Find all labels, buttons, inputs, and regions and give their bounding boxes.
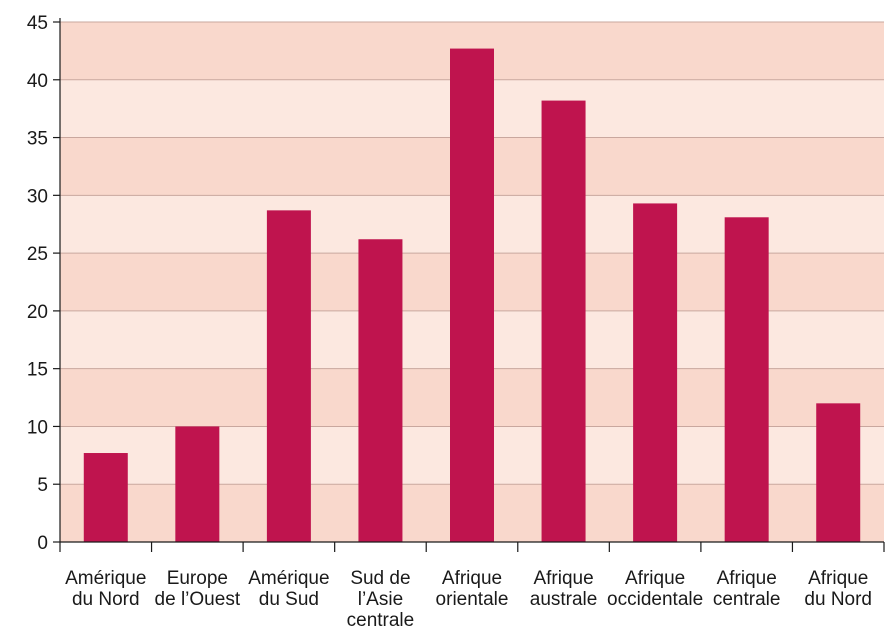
- y-tick-label: 20: [27, 302, 48, 323]
- x-tick-label: Europe de l’Ouest: [155, 568, 241, 610]
- x-tick-label: Amérique du Sud: [248, 568, 329, 610]
- axes: [59, 18, 885, 552]
- y-tick-label: 15: [27, 360, 48, 381]
- bar: [541, 100, 586, 543]
- bar: [633, 203, 678, 542]
- bar: [175, 426, 220, 542]
- y-axis-ticks: 0 5 10 15 20 25 30 35 40 45: [27, 13, 60, 554]
- y-tick-label: 30: [27, 186, 48, 207]
- y-tick-label: 10: [27, 417, 48, 438]
- x-tick-label: Afrique centrale: [713, 568, 781, 610]
- x-tick-label: Afrique occidentale: [607, 568, 703, 610]
- y-tick-label: 35: [27, 129, 48, 150]
- bars: [83, 48, 861, 543]
- x-tick-label: Afrique australe: [530, 568, 598, 610]
- bar: [358, 239, 403, 542]
- bar: [816, 403, 861, 542]
- y-tick-label: 45: [27, 13, 48, 34]
- bar: [83, 453, 128, 542]
- bar: [450, 48, 494, 542]
- x-tick-label: Amérique du Nord: [65, 568, 146, 610]
- x-tick-label: Afrique orientale: [436, 568, 509, 610]
- y-tick-label: 0: [37, 533, 48, 554]
- bar: [266, 210, 311, 542]
- x-tick-label: Afrique du Nord: [804, 568, 872, 610]
- y-tick-label: 5: [37, 475, 48, 496]
- x-tick-label: Sud de l’Asie centrale: [347, 568, 415, 631]
- y-tick-label: 25: [27, 244, 48, 265]
- y-tick-label: 40: [27, 71, 48, 92]
- bar: [724, 217, 769, 543]
